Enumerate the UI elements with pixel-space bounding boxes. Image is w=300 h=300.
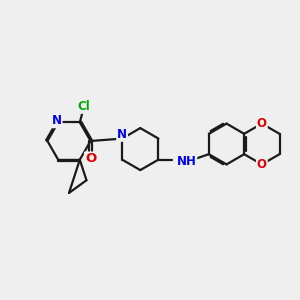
Text: NH: NH <box>176 155 196 169</box>
Text: N: N <box>52 114 62 127</box>
Text: O: O <box>85 152 96 166</box>
Text: Cl: Cl <box>78 100 90 113</box>
Text: O: O <box>257 117 267 130</box>
Text: O: O <box>257 158 267 171</box>
Text: N: N <box>117 128 127 141</box>
